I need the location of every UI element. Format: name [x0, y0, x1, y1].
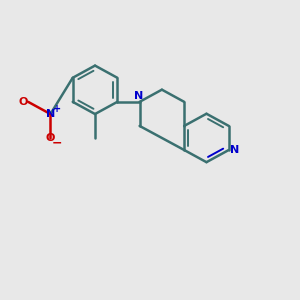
- Text: O: O: [46, 133, 55, 143]
- Text: N: N: [230, 145, 239, 155]
- Text: N: N: [134, 91, 143, 101]
- Text: +: +: [53, 104, 61, 114]
- Text: O: O: [18, 97, 28, 107]
- Text: −: −: [52, 137, 62, 150]
- Text: N: N: [46, 109, 55, 119]
